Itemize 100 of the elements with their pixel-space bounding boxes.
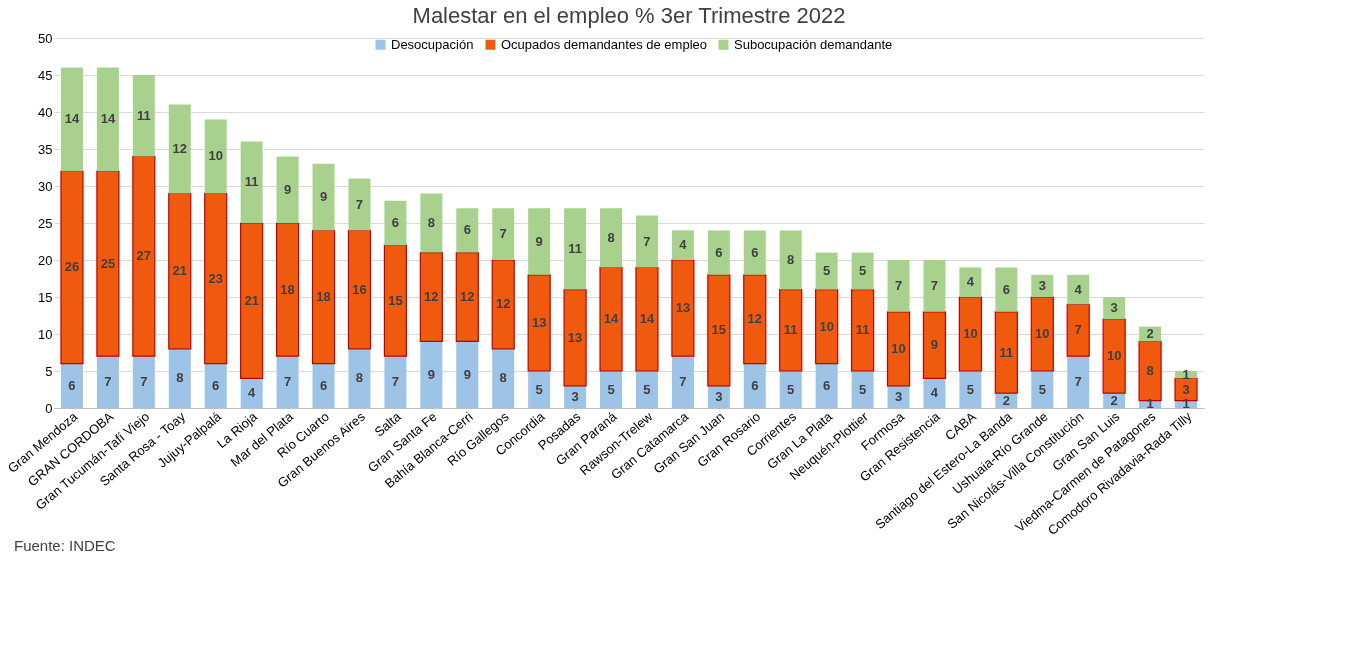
data-label: 8 — [787, 252, 795, 267]
bar — [779, 289, 803, 372]
data-label: 2 — [1110, 392, 1118, 408]
legend-label: Ocupados demandantes de empleo — [501, 36, 707, 52]
bar — [60, 363, 83, 408]
data-label: 7 — [391, 374, 400, 390]
bar — [779, 230, 802, 290]
bar — [492, 348, 515, 408]
data-label: 5 — [535, 381, 543, 397]
data-label: 11 — [136, 107, 151, 123]
bar — [851, 252, 874, 290]
bar — [1030, 296, 1054, 372]
bar — [1066, 303, 1090, 357]
bar — [635, 266, 659, 372]
data-label: 23 — [208, 270, 223, 286]
data-label: 10 — [819, 318, 834, 334]
data-label: 5 — [823, 263, 831, 279]
bar — [635, 371, 658, 408]
bar — [599, 266, 623, 372]
data-label: 7 — [140, 374, 148, 390]
y-tick-label: 10 — [38, 326, 53, 342]
bar — [168, 104, 191, 194]
bar — [456, 341, 479, 408]
data-label: 7 — [283, 374, 292, 390]
data-label: 4 — [248, 385, 257, 401]
bar — [743, 230, 766, 275]
bar — [600, 371, 623, 408]
data-label: 4 — [930, 385, 939, 401]
bar — [420, 341, 443, 408]
data-label: 1 — [1146, 396, 1154, 412]
bar — [886, 311, 911, 387]
data-label: 10 — [963, 326, 978, 341]
bar — [815, 252, 838, 290]
bar — [455, 252, 479, 342]
data-label: 6 — [823, 377, 831, 393]
bar — [96, 170, 120, 357]
data-label: 6 — [319, 377, 328, 393]
data-label: 7 — [930, 277, 939, 293]
data-label: 25 — [100, 255, 116, 271]
data-label: 4 — [679, 237, 688, 253]
data-label: 6 — [751, 377, 759, 393]
data-label: 5 — [643, 381, 651, 397]
bar — [707, 274, 731, 387]
bar — [384, 200, 407, 246]
bar — [528, 208, 551, 275]
bar — [815, 289, 839, 365]
bar — [887, 260, 910, 312]
data-label: 9 — [319, 189, 328, 205]
bar — [204, 363, 227, 408]
bar — [312, 163, 335, 231]
data-label: 3 — [1038, 277, 1046, 293]
bar — [923, 260, 946, 312]
bar — [528, 371, 551, 408]
data-label: 5 — [1038, 381, 1046, 397]
data-label: 7 — [679, 374, 687, 390]
bar — [168, 192, 192, 350]
bar — [671, 259, 695, 357]
bar — [60, 67, 83, 172]
data-label: 6 — [1002, 281, 1010, 297]
data-label: 4 — [1074, 281, 1083, 297]
bar — [168, 348, 191, 408]
bar — [743, 274, 767, 365]
data-label: 2 — [1002, 392, 1010, 408]
bar — [779, 371, 802, 408]
y-tick-label: 0 — [45, 400, 53, 416]
data-label: 15 — [388, 292, 403, 308]
bar — [132, 356, 155, 408]
data-label: 5 — [858, 381, 867, 397]
bar — [240, 222, 264, 379]
data-label: 3 — [1182, 381, 1190, 397]
bar — [600, 208, 623, 268]
data-label: 13 — [531, 314, 547, 330]
data-label: 12 — [495, 296, 511, 312]
bar — [420, 193, 443, 253]
data-label: 9 — [283, 181, 292, 197]
bar — [492, 208, 515, 260]
data-label: 3 — [571, 388, 579, 404]
data-label: 8 — [427, 215, 435, 230]
data-label: 7 — [1074, 374, 1082, 390]
data-label: 1 — [1182, 396, 1190, 412]
bar — [204, 119, 227, 194]
bar — [384, 356, 407, 408]
data-label: 3 — [715, 388, 723, 404]
data-label: 6 — [463, 222, 471, 238]
bar — [671, 356, 694, 408]
bar — [958, 296, 983, 372]
bar — [276, 356, 299, 408]
bar — [275, 222, 300, 357]
legend-label: Subocupación demandante — [734, 36, 893, 52]
data-label: 13 — [675, 300, 691, 316]
data-label: 10 — [891, 340, 906, 356]
bar — [491, 259, 515, 350]
data-label: 26 — [64, 259, 80, 275]
bar — [96, 356, 119, 408]
data-label: 11 — [244, 174, 259, 190]
bar — [922, 311, 947, 379]
y-tick-label: 45 — [38, 67, 53, 83]
data-label: 5 — [858, 263, 867, 279]
bar — [348, 178, 371, 231]
data-label: 14 — [603, 311, 620, 327]
